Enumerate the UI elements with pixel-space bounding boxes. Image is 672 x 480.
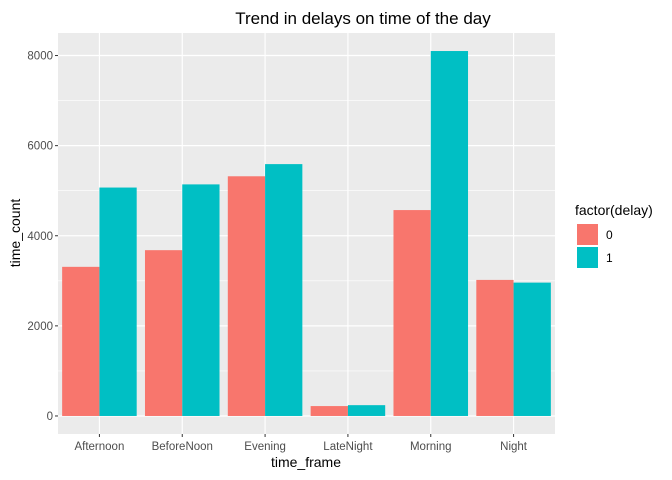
y-axis-ticks: 0 2000 4000 6000 8000 [27, 51, 58, 423]
x-tick-label: Afternoon [74, 441, 124, 453]
x-tick-label: Evening [244, 441, 286, 453]
y-tick-label: 8000 [27, 51, 53, 63]
plot-panel [58, 33, 555, 434]
bar-night-series-0 [476, 279, 514, 416]
bar-afternoon-series-0 [62, 266, 100, 416]
x-tick-label: Night [500, 441, 528, 453]
legend: factor(delay) 0 1 [575, 202, 653, 268]
bar-afternoon-series-1 [99, 187, 137, 416]
bar-morning-series-1 [430, 51, 469, 416]
y-tick-label: 2000 [27, 321, 53, 333]
legend-label-1: 1 [606, 251, 613, 265]
y-tick-label: 6000 [27, 141, 53, 153]
x-tick-label: BeforeNoon [152, 441, 213, 453]
x-tick-label: LateNight [323, 441, 373, 453]
bar-morning-series-0 [393, 210, 431, 416]
bar-latenight-series-0 [310, 406, 348, 416]
bar-latenight-series-1 [347, 405, 386, 416]
minor-gridlines [58, 100, 555, 372]
legend-label-0: 0 [606, 228, 613, 242]
y-axis-title: time_count [7, 199, 23, 268]
y-tick-label: 4000 [27, 231, 53, 243]
x-axis-ticks: Afternoon BeforeNoon Evening LateNight Morni… [74, 434, 528, 453]
y-tick-label: 0 [47, 411, 53, 423]
legend-title: factor(delay) [575, 202, 653, 218]
chart-title: Trend in delays on time of the day [235, 9, 491, 28]
bar-beforenoon-series-0 [144, 250, 183, 416]
bar-night-series-1 [513, 282, 551, 416]
legend-key-1 [577, 247, 598, 268]
bars [62, 51, 551, 416]
x-tick-label: Morning [410, 441, 452, 453]
bar-beforenoon-series-1 [182, 184, 220, 416]
bar-evening-series-0 [227, 176, 266, 416]
x-axis-title: time_frame [271, 454, 341, 470]
legend-key-0 [577, 224, 598, 245]
bar-evening-series-1 [265, 164, 303, 416]
